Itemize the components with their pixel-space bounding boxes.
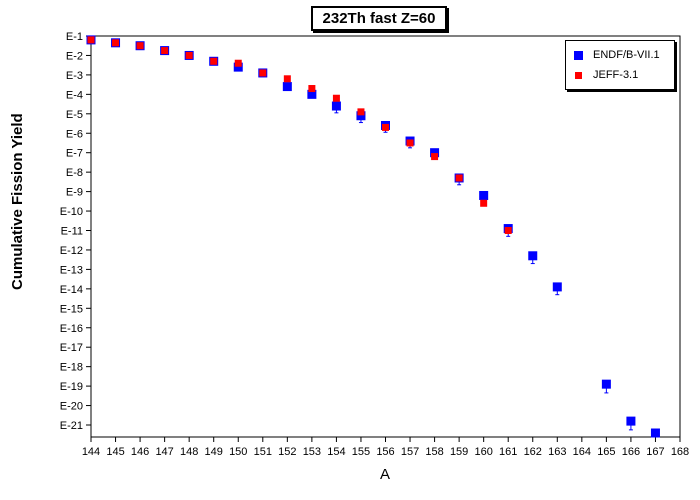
x-tick-label: 153 (303, 446, 321, 458)
endf-point (479, 190, 489, 200)
y-tick-label: E-5 (66, 109, 83, 121)
jeff-point (357, 108, 365, 116)
y-tick-label: E-19 (60, 381, 83, 393)
jeff-point (210, 57, 218, 65)
endf-point (626, 416, 636, 426)
legend-entry-endf: ENDF/B-VII.1 (574, 49, 660, 61)
ticks: 144 145 146 147 148 149 150 151 152 153 154 155 156 1… (60, 31, 689, 458)
y-tick-label: E-2 (66, 50, 83, 62)
y-tick-label: E-7 (66, 148, 83, 160)
y-tick-label: E-10 (60, 206, 83, 218)
endf-point (356, 111, 366, 121)
y-tick-label: E-14 (60, 284, 83, 296)
x-tick-label: 156 (376, 446, 394, 458)
endf-point (528, 251, 538, 261)
x-axis-label: A (379, 466, 390, 483)
endf-point (601, 379, 611, 389)
x-tick-label: 146 (131, 446, 149, 458)
jeff-point (455, 174, 463, 182)
plot-frame (90, 35, 681, 438)
y-tick-label: E-20 (60, 401, 83, 413)
legend-entry-jeff: JEFF-3.1 (574, 69, 638, 81)
y-tick-label: E-16 (60, 323, 83, 335)
x-tick-label: 159 (450, 446, 468, 458)
x-tick-label: 157 (401, 446, 419, 458)
y-tick-label: E-12 (60, 245, 83, 257)
x-tick-label: 144 (82, 446, 100, 458)
legend: ENDF/B-VII.1 JEFF-3.1 (565, 40, 675, 90)
x-tick-label: 165 (597, 446, 615, 458)
y-tick-label: E-13 (60, 264, 83, 276)
y-tick-label: E-11 (61, 226, 83, 238)
legend-label-jeff: JEFF-3.1 (593, 69, 639, 81)
x-tick-label: 162 (524, 446, 542, 458)
jeff-point (234, 59, 242, 67)
x-tick-label: 155 (352, 446, 370, 458)
y-tick-label: E-8 (66, 167, 83, 179)
jeff-point (382, 123, 389, 131)
x-tick-label: 145 (106, 446, 124, 458)
jeff-point (161, 47, 169, 55)
x-tick-label: 152 (278, 446, 296, 458)
jeff-point (406, 139, 414, 147)
jeff-point (332, 94, 340, 102)
x-tick-label: 158 (425, 446, 443, 458)
x-tick-label: 167 (646, 446, 664, 458)
jeff-point (185, 51, 193, 59)
endf-point (650, 428, 660, 438)
y-tick-label: E-6 (66, 128, 83, 140)
y-tick-label: E-21 (60, 420, 83, 432)
y-tick-label: E-17 (60, 342, 83, 354)
jeff-point (283, 75, 291, 83)
y-axis-label: Cumulative Fission Yield (9, 113, 26, 290)
y-tick-label: E-3 (66, 70, 83, 82)
jeff-point (308, 85, 316, 93)
legend-swatch-jeff (575, 71, 582, 79)
jeff-point (136, 42, 144, 50)
x-tick-label: 164 (573, 446, 591, 458)
endf-point (282, 82, 292, 92)
y-tick-label: E-18 (60, 362, 83, 374)
legend-label-endf: ENDF/B-VII.1 (593, 49, 660, 61)
jeff-point (259, 69, 267, 77)
endf-point (233, 62, 243, 72)
endf-point (331, 101, 341, 111)
y-tick-label: E-15 (60, 303, 83, 315)
x-tick-label: 149 (205, 446, 223, 458)
legend-swatch-endf (574, 50, 583, 60)
endf-point (552, 282, 562, 292)
x-tick-label: 166 (622, 446, 640, 458)
jeff-point (480, 199, 488, 207)
jeff-point (87, 36, 95, 44)
x-tick-label: 163 (548, 446, 566, 458)
endf-point (307, 89, 317, 99)
x-tick-label: 151 (254, 446, 272, 458)
y-tick-label: E-1 (66, 31, 83, 43)
y-tick-label: E-9 (66, 187, 83, 199)
x-tick-label: 168 (671, 446, 689, 458)
x-tick-label: 150 (229, 446, 247, 458)
x-tick-label: 161 (499, 446, 517, 458)
axes (90, 35, 681, 438)
x-tick-label: 154 (327, 446, 345, 458)
y-tick-label: E-4 (66, 89, 83, 101)
chart-title: 232Th fast Z=60 (311, 6, 447, 31)
x-tick-label: 147 (155, 446, 173, 458)
x-tick-label: 148 (180, 446, 198, 458)
jeff-point (112, 39, 120, 47)
jeff-point (504, 227, 512, 234)
data-marks (86, 35, 660, 438)
jeff-point (431, 153, 439, 161)
endf-point (430, 148, 440, 158)
x-tick-label: 160 (474, 446, 492, 458)
